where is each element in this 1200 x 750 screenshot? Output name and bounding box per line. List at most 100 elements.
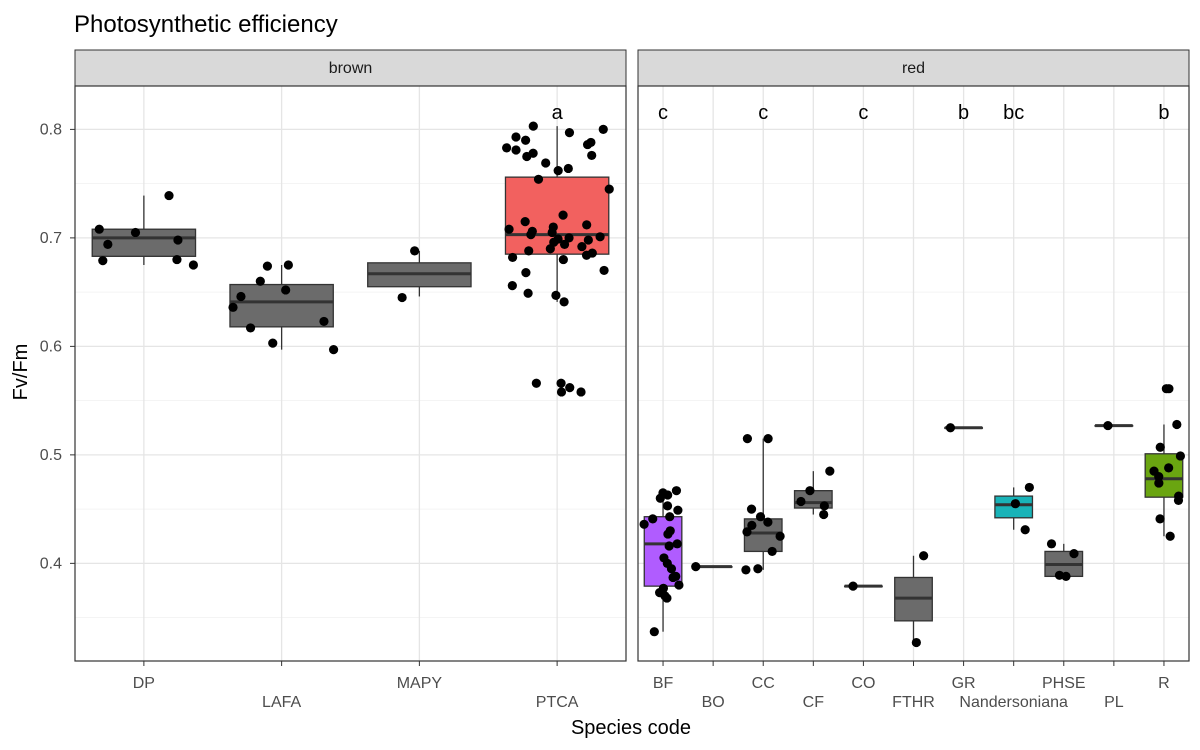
data-point [531,378,541,388]
data-point [648,514,658,524]
data-point [526,230,536,240]
significance-letter: a [552,102,564,124]
y-tick-label: 0.7 [40,230,62,247]
y-tick-label: 0.5 [40,447,62,464]
data-point [319,316,329,327]
box-group-PTCA: a PTCA [502,102,614,711]
facet-strip-label: brown [329,60,373,77]
data-point [666,564,677,574]
data-point [763,517,773,527]
facet-panels: 0.4 0.5 0.6 0.7 0.8 brown DP LAFA MAPY a PTCA red c B… [40,49,1190,711]
data-point [528,121,538,131]
data-point [649,627,659,637]
data-point [691,562,701,572]
data-point [262,261,273,271]
x-tick-label: GR [952,675,976,692]
data-point [410,246,420,256]
data-point [507,281,517,291]
data-point [511,145,521,155]
data-point [1155,442,1165,452]
data-point [236,291,246,302]
data-point [521,268,531,278]
data-point [919,551,929,561]
data-point [551,290,561,300]
x-tick-label: PHSE [1042,675,1086,692]
data-point [819,509,829,520]
data-point [553,166,563,176]
box-group-BF: c BF [639,102,684,692]
data-point [755,512,766,522]
data-point [911,637,921,648]
x-tick-label: DP [133,675,155,692]
data-point [577,241,587,252]
data-point [1155,514,1165,524]
data-point [511,132,521,142]
box-group-PL: PL [1094,420,1134,711]
x-tick-label: Nandersoniana [959,694,1068,711]
data-point [668,572,678,583]
data-point [1061,571,1071,581]
panel-border [74,85,627,662]
data-point [547,227,557,238]
data-point [763,433,773,444]
x-tick-label: MAPY [397,675,443,692]
data-point [805,486,815,496]
data-point [94,224,104,234]
data-point [671,486,682,496]
data-point [595,232,605,242]
significance-letter: c [858,102,868,124]
data-point [1175,451,1186,461]
data-point [775,531,785,541]
data-point [524,246,534,256]
data-point [663,490,673,500]
data-point [502,143,512,153]
data-point [283,260,293,270]
data-point [164,190,174,201]
data-point [98,256,108,266]
box-group-LAFA: LAFA [228,260,339,711]
data-point [639,519,649,529]
data-point [130,227,141,238]
data-point [541,158,551,168]
data-point [662,501,673,511]
data-point [581,250,592,260]
data-point [848,581,858,591]
box-group-BO: BO [691,562,733,711]
data-point [245,323,256,333]
significance-letter: c [658,102,668,124]
data-point [741,565,751,575]
data-point [1024,482,1034,493]
data-point [663,529,673,539]
box-group-FTHR: FTHR [892,551,935,711]
data-point [1069,548,1079,559]
facet-panel-brown: brown DP LAFA MAPY a PTCA [74,49,627,711]
data-point [599,265,609,276]
box-group-R: bR [1144,102,1186,692]
data-point [558,210,568,220]
data-point [556,387,567,397]
x-tick-label: CF [803,694,825,711]
x-tick-label: R [1158,675,1170,692]
data-point [268,338,278,348]
data-point [674,580,684,590]
data-point [825,466,835,476]
significance-letter: c [758,102,768,124]
box [1144,453,1184,498]
data-point [172,254,182,265]
data-point [672,539,682,549]
data-point [1010,499,1020,509]
data-point [228,302,238,312]
data-point [673,505,683,515]
data-point [1046,539,1057,549]
x-tick-label: PL [1104,694,1124,711]
box-group-GR: b GR [944,102,984,692]
data-point [397,292,407,303]
data-point [559,239,570,249]
data-point [576,387,586,397]
chart-title: Photosynthetic efficiency [74,11,338,38]
data-point [583,235,593,245]
x-tick-label: PTCA [536,694,579,711]
x-tick-label: CO [851,675,875,692]
data-point [533,174,544,184]
